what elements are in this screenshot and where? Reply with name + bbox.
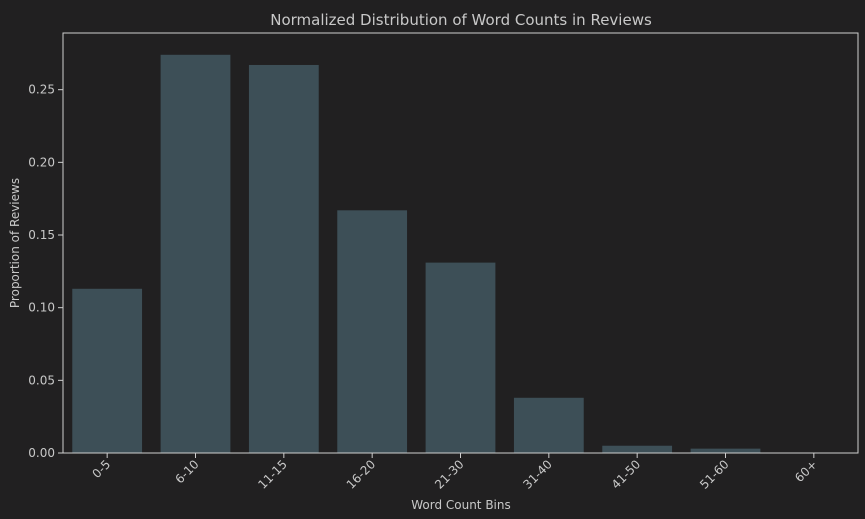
y-tick-label: 0.15: [28, 228, 55, 242]
y-tick-label: 0.00: [28, 446, 55, 460]
bar-0-5: [72, 288, 143, 453]
bar-6-10: [160, 54, 231, 454]
bar-31-40: [513, 397, 584, 453]
bar-41-50: [602, 445, 673, 453]
y-tick-label: 0.10: [28, 301, 55, 315]
y-tick-label: 0.25: [28, 83, 55, 97]
bar-11-15: [248, 64, 319, 453]
y-axis-label: Proportion of Reviews: [8, 178, 22, 308]
chart-title: Normalized Distribution of Word Counts i…: [270, 11, 652, 29]
plot-area: 0.000.050.100.150.200.250-5 6-10 11-15 16-2…: [28, 32, 859, 492]
x-axis-label: Word Count Bins: [411, 498, 511, 512]
y-tick-label: 0.20: [28, 155, 55, 169]
y-tick-label: 0.05: [28, 373, 55, 387]
bar-51-60: [690, 448, 761, 453]
bar-21-30: [425, 262, 496, 453]
bar-16-20: [337, 210, 408, 453]
